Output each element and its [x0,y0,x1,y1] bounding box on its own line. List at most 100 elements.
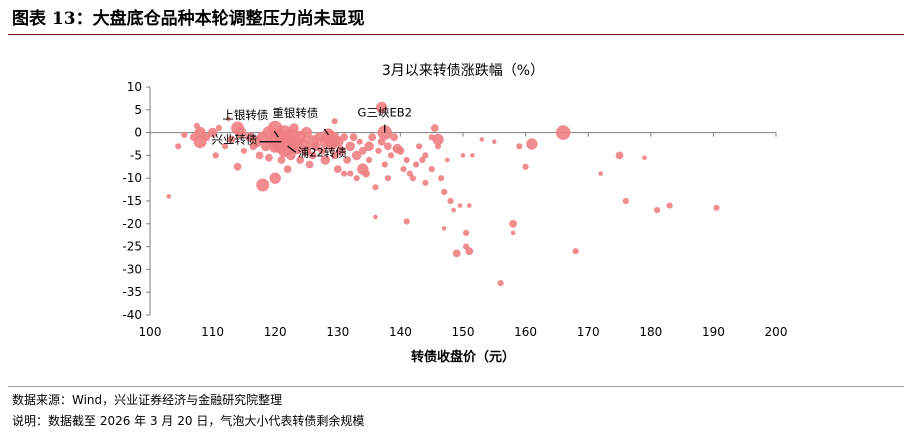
bubble-point [212,152,219,159]
bubble-point [256,178,270,192]
bubble-point [409,175,416,182]
annotation-label: 浦22转债 [298,145,347,159]
y-tick-label: -40 [122,308,142,322]
bubble-point [318,146,326,155]
bubble-point [430,124,439,132]
annotation-label: 上银转债 [222,108,268,122]
bubble-point [572,248,579,255]
bubble-point [301,146,312,156]
bubble-point [510,230,516,236]
bubble-point [296,156,305,164]
bubble-point [470,153,475,158]
x-tick-label: 200 [765,325,788,339]
bubble-point [447,197,454,205]
x-tick-label: 120 [264,325,287,339]
bubble-point [349,133,358,142]
bubble-point [286,150,296,161]
bubble-point [416,143,423,150]
bubble-point [666,202,673,209]
bubble-point [356,138,363,145]
bubble-point [300,126,313,139]
bubble-point [255,151,264,160]
bubble-point [289,123,299,133]
bubble-point [277,156,286,164]
bubble-point [331,118,338,125]
bubble-point [492,139,497,144]
bubble-point [419,156,426,164]
bubble-point [372,184,379,191]
bubble-point [387,152,395,159]
bubble-point [215,124,222,132]
bubble-point [347,170,354,177]
annotation-leader [287,145,297,153]
bubble-point [384,175,391,182]
annotation-label: G三峡EB2 [358,106,412,120]
figure-title: 图表 13：大盘底仓品种本轮调整压力尚未显现 [12,9,365,29]
bubble-point [330,151,339,160]
bubble-point [375,147,382,154]
bubble-point [283,165,292,174]
y-tick-label: -20 [122,217,142,231]
bubble-point [642,155,647,160]
bubble-point [406,170,413,177]
annotation-label: 重银转债 [272,106,318,120]
bubble-point [320,155,331,165]
bubble-point [451,207,456,213]
bubble-point [305,160,314,169]
bubble-point [381,161,388,168]
x-tick-label: 140 [389,325,412,339]
bubble-point [222,143,229,150]
bubble-point [400,166,407,173]
bubble-point [240,147,247,154]
chart-title: 3月以来转债涨跌幅（%） [382,63,544,79]
bubble-point [364,141,374,152]
bubble-point [384,142,392,151]
bubble-point [265,153,273,162]
footer-rule [8,386,904,387]
bubble-point [516,143,523,150]
bubble-point [654,207,661,214]
bubble-point [333,165,342,174]
bubble-point [235,126,247,139]
annotation-label: 兴业转债 [211,133,257,147]
bubble-point [202,133,211,142]
x-tick-label: 150 [452,325,475,339]
source-note: 数据来源：Wind，兴业证券经济与金融研究院整理 [12,393,283,407]
y-tick-label: 10 [127,80,142,94]
bubble-point [368,133,377,142]
bubble-point [308,151,317,160]
bubble-point [445,157,450,163]
bubble-point [366,156,373,164]
bubble-point [351,150,362,161]
bubble-point [336,146,346,156]
x-axis-label: 转债收盘价（元） [411,349,515,365]
bubble-point [341,170,348,177]
bubble-point [460,153,466,158]
x-tick-label: 130 [326,325,349,339]
bubble-point [526,138,538,150]
bubble-point [555,125,571,140]
bubble-point [269,172,281,184]
bubble-point [422,179,429,186]
bubble-point [396,146,405,155]
bubble-point [441,226,447,231]
x-tick-label: 110 [201,325,224,339]
bubble-point [207,127,218,138]
bubble-point [441,188,448,195]
bubble-point [390,133,398,142]
bubble-point [311,141,321,152]
bubble-point [422,152,429,159]
bubble-point [358,146,367,155]
bubble-point [233,162,242,171]
x-tick-label: 160 [514,325,537,339]
bubble-point [340,133,348,142]
bubble-point [467,203,472,208]
bubble-point [428,166,435,173]
bubble-point [497,280,504,287]
annotation-leader [323,128,329,136]
bubble-point [353,175,360,182]
y-tick-label: -5 [130,148,142,162]
x-tick-label: 100 [139,325,162,339]
y-tick-label: -10 [122,171,142,185]
